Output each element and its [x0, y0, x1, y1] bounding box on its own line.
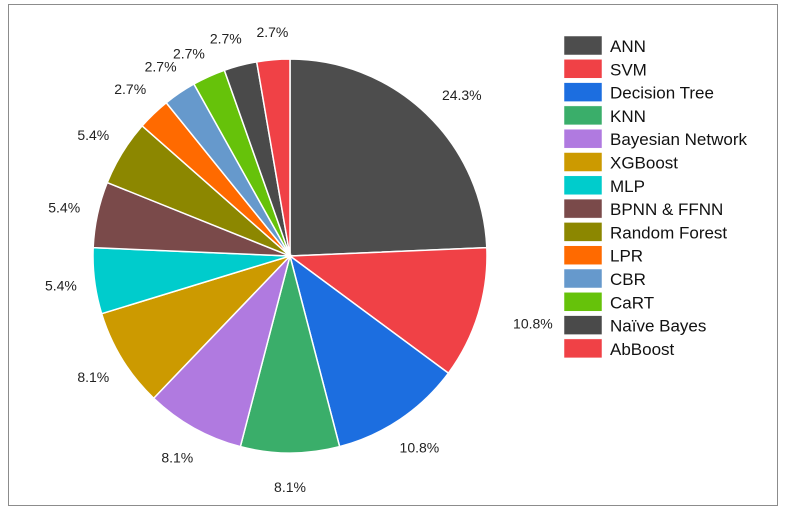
legend-label-decision-tree: Decision Tree [610, 84, 714, 103]
legend-item-xgboost: XGBoost [563, 152, 678, 173]
legend-swatch-xgboost [563, 152, 603, 172]
slice-label-bayesian-network: 8.1% [161, 450, 193, 466]
legend-swatch-mlp [563, 175, 603, 196]
legend-label-abboost: AbBoost [610, 340, 675, 359]
legend-item-mlp: MLP [563, 175, 645, 196]
slice-label-bpnn-ffnn: 5.4% [48, 199, 80, 215]
slice-label-knn: 8.1% [274, 479, 306, 495]
legend-label-bayesian-network: Bayesian Network [610, 130, 748, 149]
legend-swatch-knn [563, 105, 603, 126]
pie-labels: 24.3% 10.8% 10.8% 8.1% 8.1% 8.1% 5.4% 5.4% 5.4% 2… [45, 24, 553, 495]
pie-slice-knn [239, 253, 341, 454]
legend-swatch-decision-tree [563, 82, 603, 102]
legend-item-svm: SVM [563, 59, 647, 79]
legend-item-abboost: AbBoost [563, 338, 675, 359]
legend-label-lpr: LPR [610, 247, 643, 266]
slice-label-abboost: 2.7% [256, 24, 288, 40]
pie-slice-xgboost [100, 254, 293, 400]
legend-item-lpr: LPR [563, 245, 643, 266]
legend: ANN SVM Decision Tree KNN Bayesian Network XG… [563, 35, 748, 359]
slice-label-lpr: 2.7% [114, 81, 146, 97]
legend-label-svm: SVM [610, 60, 647, 79]
legend-swatch-ann [563, 35, 603, 56]
legend-item-na-ve-bayes: Naïve Bayes [563, 315, 706, 336]
slice-label-mlp: 5.4% [45, 277, 77, 293]
legend-swatch-bayesian-network [563, 128, 603, 149]
pie-slice-abboost [255, 58, 291, 257]
slice-label-na-ve-bayes: 2.7% [210, 31, 242, 47]
legend-label-xgboost: XGBoost [610, 154, 678, 173]
pie-slice-svm [287, 246, 488, 375]
slice-label-xgboost: 8.1% [77, 369, 109, 385]
pie-slice-ann [289, 58, 488, 257]
pie-slice-bayesian-network [152, 253, 292, 448]
slice-label-ann: 24.3% [442, 87, 482, 103]
pie-slices [92, 58, 488, 454]
slice-label-svm: 10.8% [513, 316, 553, 332]
legend-label-bpnn-ffnn: BPNN & FFNN [610, 200, 723, 219]
legend-label-random-forest: Random Forest [610, 223, 727, 242]
legend-item-ann: ANN [563, 35, 646, 56]
pie-slice-decision-tree [288, 254, 450, 448]
legend-swatch-cart [563, 292, 603, 312]
legend-item-random-forest: Random Forest [563, 222, 727, 242]
legend-item-decision-tree: Decision Tree [563, 82, 714, 103]
legend-swatch-lpr [563, 245, 603, 265]
legend-item-bpnn-ffnn: BPNN & FFNN [563, 198, 723, 219]
legend-item-knn: KNN [563, 105, 646, 126]
legend-label-na-ve-bayes: Naïve Bayes [610, 317, 706, 336]
legend-swatch-na-ve-bayes [563, 315, 603, 335]
legend-label-knn: KNN [610, 107, 646, 126]
legend-label-mlp: MLP [610, 177, 645, 196]
legend-label-cart: CaRT [610, 293, 654, 312]
slice-label-cbr: 2.7% [145, 59, 177, 75]
legend-item-cbr: CBR [563, 268, 646, 289]
legend-swatch-abboost [563, 338, 603, 359]
legend-swatch-svm [563, 59, 603, 79]
legend-swatch-cbr [563, 268, 603, 289]
slice-label-cart: 2.7% [173, 46, 205, 62]
legend-label-cbr: CBR [610, 270, 646, 289]
legend-label-ann: ANN [610, 37, 646, 56]
legend-swatch-bpnn-ffnn [563, 198, 603, 219]
legend-item-bayesian-network: Bayesian Network [563, 128, 748, 149]
legend-item-cart: CaRT [563, 292, 654, 312]
slice-label-random-forest: 5.4% [77, 127, 109, 143]
slice-label-decision-tree: 10.8% [400, 439, 440, 455]
legend-swatch-random-forest [563, 222, 603, 242]
